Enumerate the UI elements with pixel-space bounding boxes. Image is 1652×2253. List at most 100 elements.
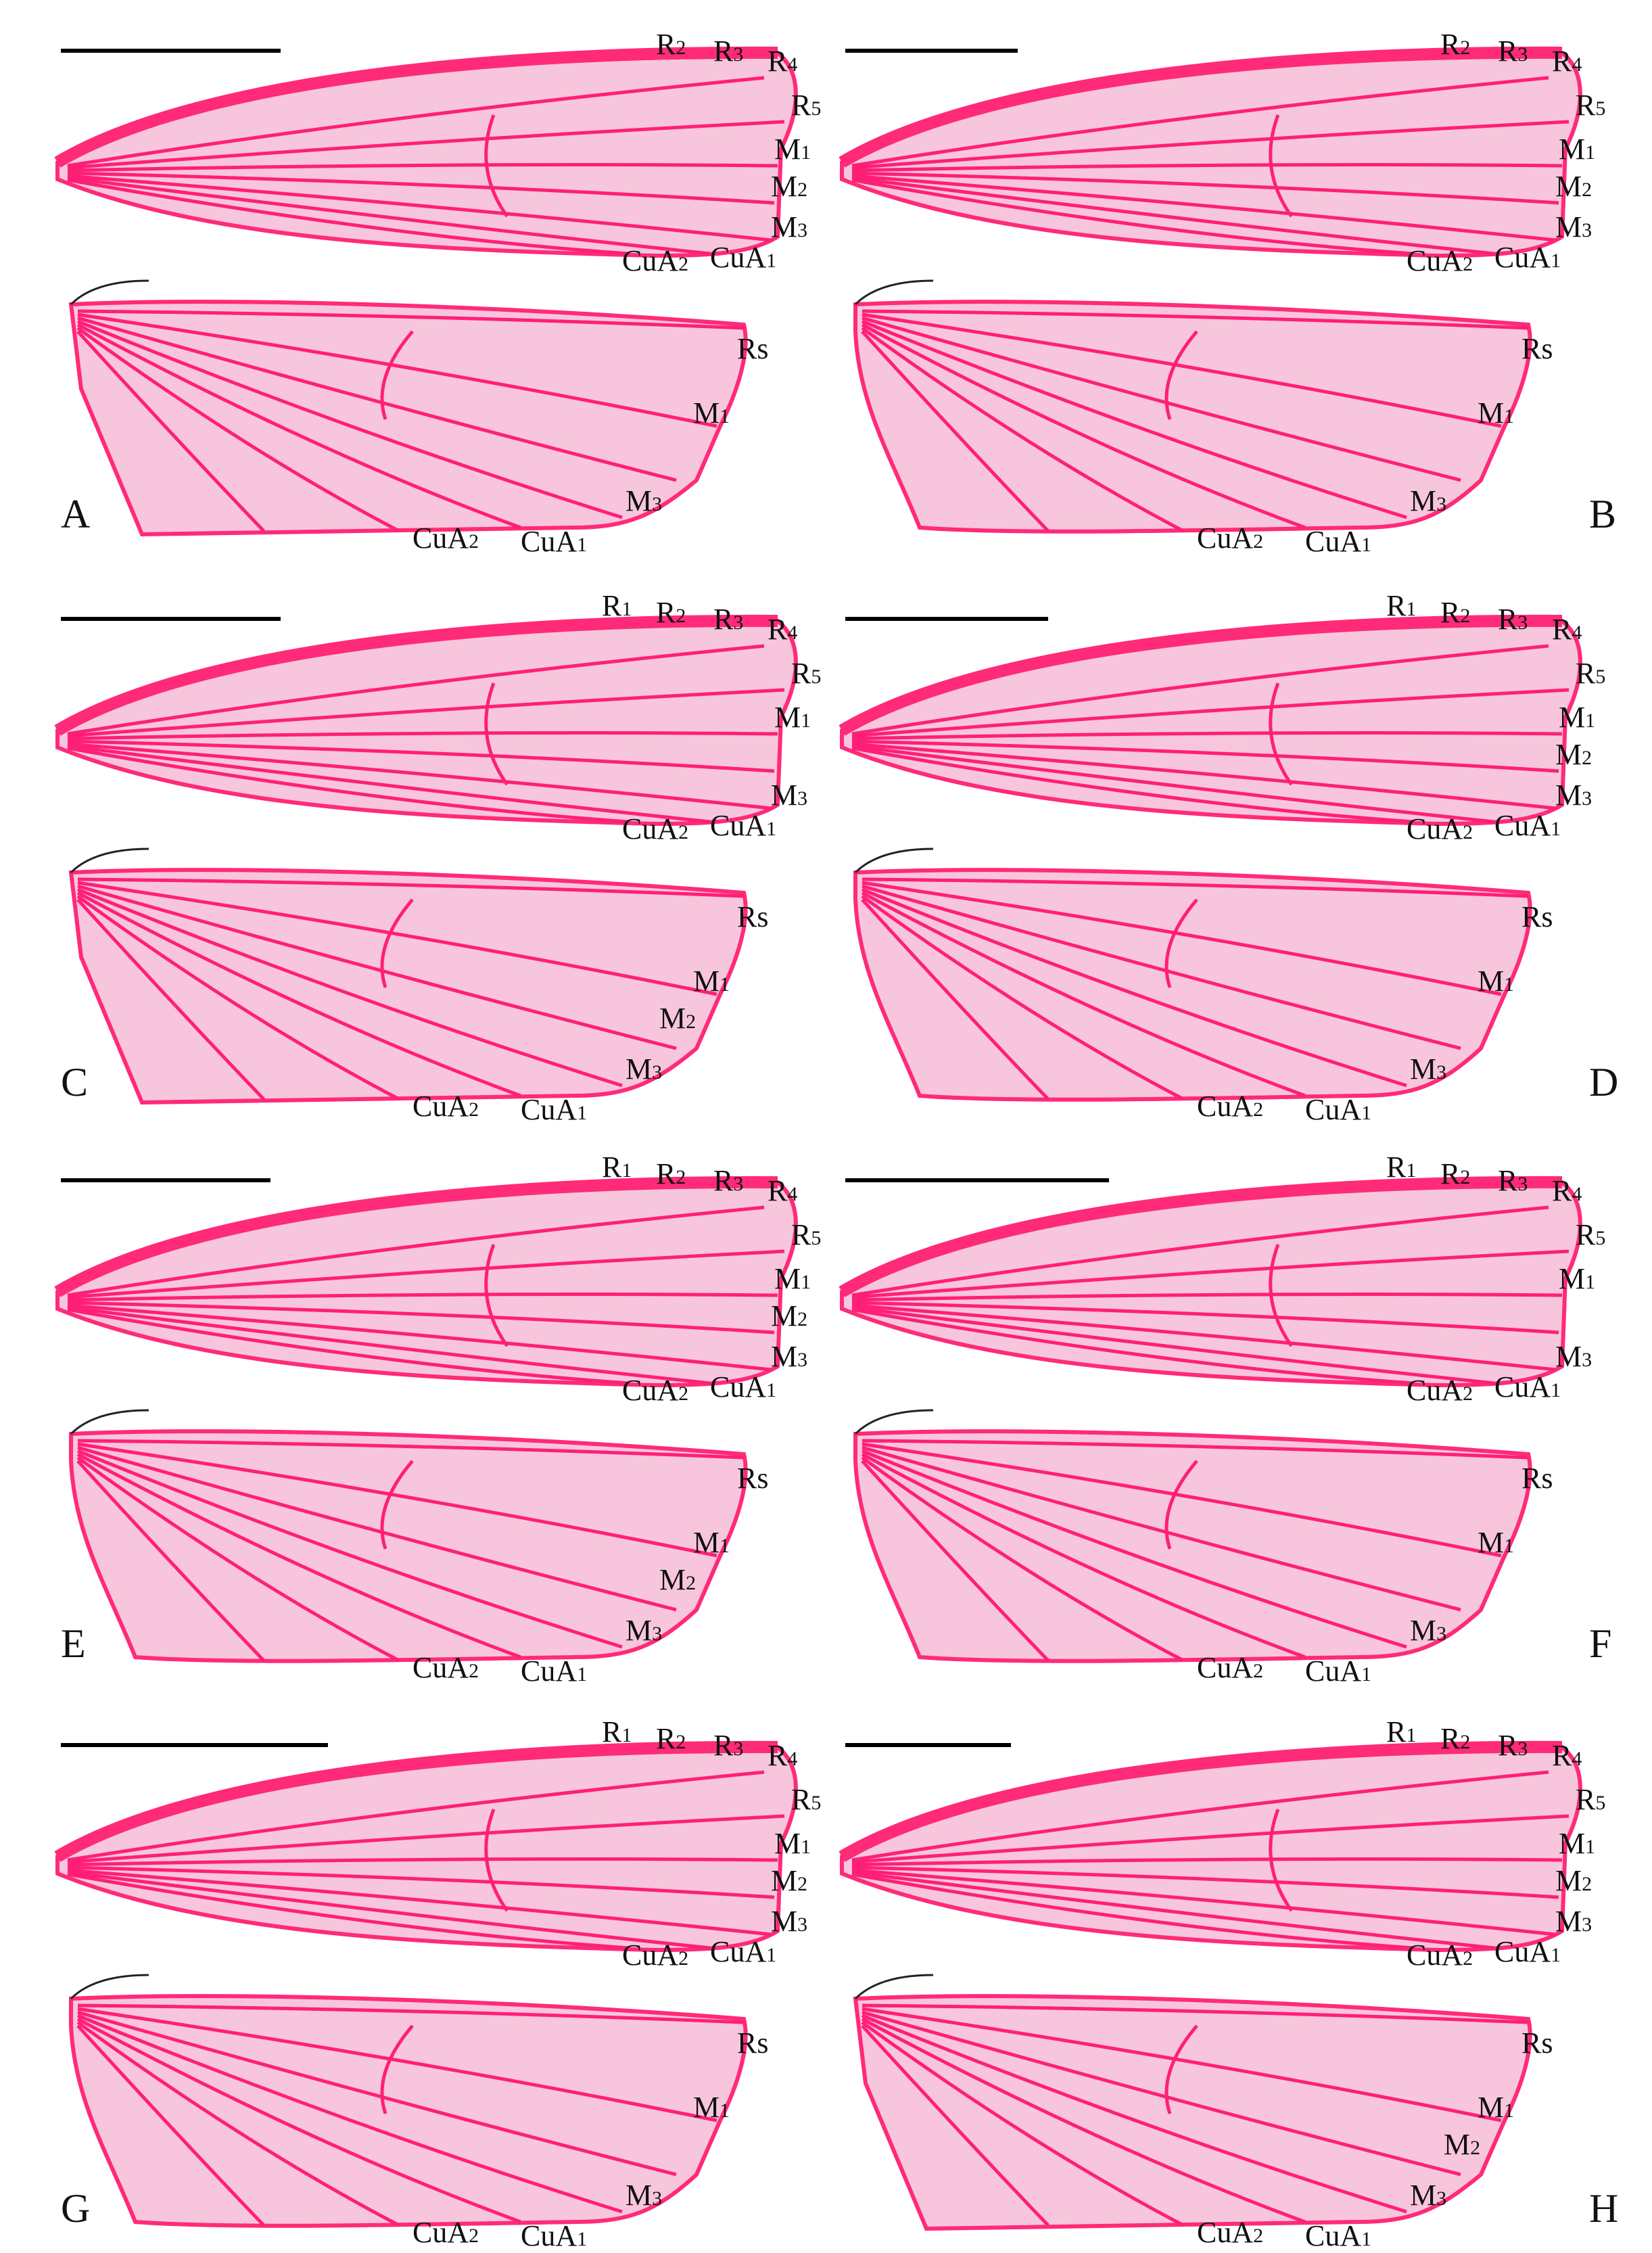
hindwing-vein-label: M3 [1410, 1614, 1446, 1647]
forewing-vein [851, 1770, 1549, 1862]
panel-letter: G [61, 2186, 90, 2231]
hindwing-vein [862, 319, 1407, 519]
forewing-vein [67, 1249, 785, 1299]
hindwing-membrane [69, 1429, 748, 1663]
hindwing-vein [862, 887, 1407, 1088]
hindwing-vein-label: Rs [737, 2026, 768, 2060]
forewing-membrane [55, 618, 798, 827]
frenulum-bristle [70, 1409, 149, 1435]
hindwing-membrane [853, 1994, 1532, 2231]
hindwing-membrane [69, 1994, 748, 2228]
hindwing-vein [861, 330, 1049, 532]
forewing-vein [67, 1293, 778, 1302]
hindwing-vein-label: Rs [737, 900, 768, 933]
forewing-vein-label: R4 [768, 45, 797, 78]
forewing-vein-label: M3 [771, 1340, 807, 1373]
forewing-vein-label: M2 [1555, 1864, 1592, 1897]
forewing-vein-label: CuA2 [1407, 244, 1473, 277]
forewing-vein-label: M1 [774, 701, 811, 734]
forewing-vein [851, 171, 1559, 205]
forewing-vein-label: M2 [771, 170, 807, 203]
forewing-vein [851, 1303, 1556, 1372]
hindwing-vein-label: M1 [693, 396, 730, 429]
forewing-vein-label: R5 [1576, 89, 1605, 122]
forewing-vein-label: M1 [774, 1827, 811, 1860]
hindwing-vein-label: M1 [693, 1526, 730, 1559]
hindwing-vein-label: CuA2 [1197, 1090, 1263, 1123]
hindwing-vein [77, 309, 745, 330]
hindwing-vein [862, 1449, 1407, 1649]
hindwing-crossvein [1164, 2024, 1198, 2114]
panel-letter: E [61, 1621, 86, 1666]
forewing-vein-label: M3 [771, 210, 807, 243]
frenulum-bristle [854, 1409, 934, 1435]
hindwing-vein-label: M1 [1478, 2091, 1514, 2124]
forewing-vein-label: M3 [1555, 1340, 1592, 1373]
hindwing-vein [862, 877, 1529, 898]
forewing-vein-label: R5 [791, 1783, 821, 1816]
hindwing-vein [77, 1449, 623, 1649]
hindwing-vein [861, 2024, 1049, 2227]
hindwing-vein [77, 2003, 745, 2024]
forewing-vein-label: R3 [1498, 1164, 1528, 1197]
forewing-vein-label: R3 [713, 34, 743, 68]
forewing-membrane [840, 618, 1582, 827]
forewing-vein [851, 1301, 1559, 1334]
hindwing-vein-label: CuA2 [1197, 2216, 1263, 2249]
forewing-costa [839, 46, 1563, 168]
forewing-vein [67, 1770, 765, 1862]
forewing-vein-label: R4 [768, 1739, 797, 1772]
hindwing-vein [862, 881, 1502, 996]
forewing-vein-label: M3 [1555, 210, 1592, 243]
hindwing-vein [76, 2024, 265, 2227]
forewing-vein-label: R1 [602, 1715, 632, 1748]
forewing-membrane [840, 1180, 1582, 1388]
hindwing-vein-label: CuA2 [412, 521, 479, 555]
hindwing-vein-label: M2 [659, 1563, 696, 1596]
forewing-costa [839, 614, 1563, 736]
forewing-vein-label: CuA1 [1494, 241, 1561, 274]
forewing-vein [67, 1301, 775, 1334]
forewing-vein-label: R5 [1576, 1218, 1605, 1251]
hindwing-vein-label: M1 [1478, 965, 1514, 998]
hindwing-crossvein [380, 1460, 414, 1550]
hindwing-vein-label: CuA1 [521, 2219, 587, 2252]
panel-letter: B [1589, 492, 1616, 536]
hindwing-vein [76, 1460, 265, 1662]
forewing-vein-label: R1 [1386, 1151, 1416, 1184]
hindwing-membrane [853, 1429, 1532, 1663]
hindwing-vein-label: M3 [626, 484, 662, 517]
hindwing-vein-label: CuA2 [412, 1090, 479, 1123]
forewing-vein-label: R5 [791, 657, 821, 690]
forewing-membrane [840, 1744, 1582, 1953]
forewing-vein [67, 1872, 630, 1950]
hindwing-vein-label: M3 [626, 2179, 662, 2212]
forewing-vein [851, 1868, 1556, 1936]
hindwing-vein-label: M3 [626, 1614, 662, 1647]
forewing-vein-label: R4 [768, 613, 797, 646]
hindwing-vein-label: Rs [737, 332, 768, 365]
forewing-vein [851, 178, 1414, 256]
forewing-vein [67, 739, 775, 773]
forewing-vein-label: CuA2 [622, 1938, 688, 1972]
forewing-vein [851, 174, 1556, 242]
hindwing-vein [861, 1460, 1049, 1662]
hindwing-vein [76, 1452, 521, 1659]
hindwing-vein [77, 312, 717, 428]
forewing-membrane [55, 1180, 798, 1388]
hindwing-vein [77, 319, 623, 519]
forewing-costa [839, 1176, 1563, 1297]
forewing-vein-label: M1 [1559, 701, 1595, 734]
hindwing-vein-label: M3 [1410, 484, 1446, 517]
frenulum-bristle [854, 847, 934, 874]
forewing-vein-label: R4 [1552, 613, 1582, 646]
forewing-vein [67, 120, 785, 170]
forewing-vein-label: R3 [1498, 1729, 1528, 1762]
forewing-vein-label: R3 [1498, 34, 1528, 68]
